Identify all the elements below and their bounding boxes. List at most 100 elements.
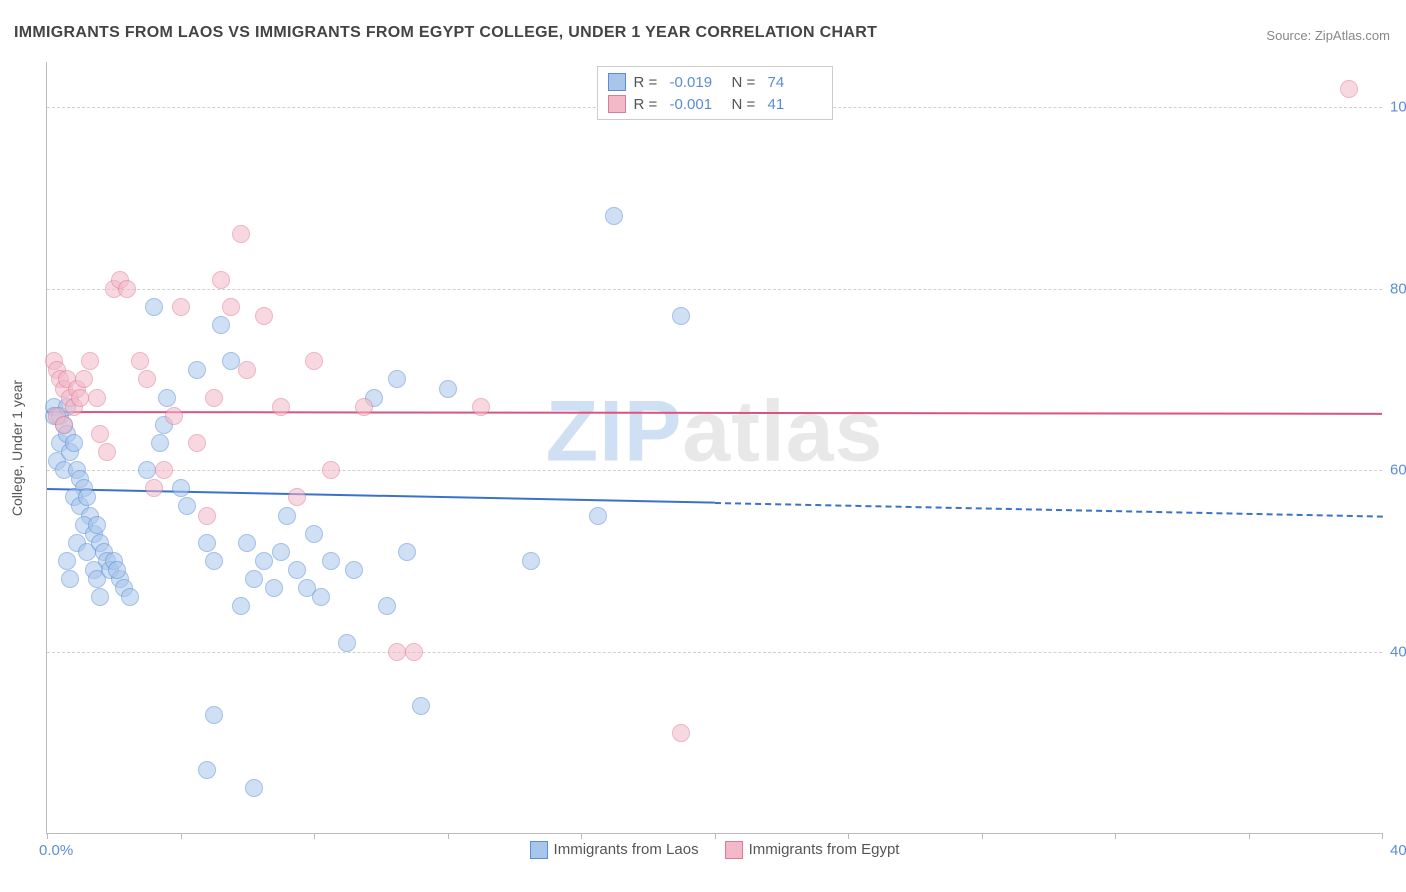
- data-point-laos: [145, 298, 163, 316]
- n-label: N =: [732, 96, 760, 113]
- data-point-laos: [589, 507, 607, 525]
- swatch-laos-icon: [530, 841, 548, 859]
- data-point-egypt: [238, 361, 256, 379]
- data-point-egypt: [272, 398, 290, 416]
- data-point-laos: [121, 588, 139, 606]
- r-label: R =: [634, 96, 662, 113]
- x-tick: [1249, 833, 1250, 839]
- data-point-laos: [312, 588, 330, 606]
- correlation-legend: R = -0.019 N = 74 R = -0.001 N = 41: [597, 66, 833, 120]
- data-point-laos: [288, 561, 306, 579]
- x-tick: [448, 833, 449, 839]
- data-point-egypt: [75, 370, 93, 388]
- data-point-laos: [198, 534, 216, 552]
- watermark-atlas: atlas: [682, 384, 883, 480]
- data-point-egypt: [232, 225, 250, 243]
- data-point-egypt: [98, 443, 116, 461]
- data-point-egypt: [118, 280, 136, 298]
- n-label: N =: [732, 74, 760, 91]
- source-link[interactable]: ZipAtlas.com: [1315, 28, 1390, 43]
- data-point-egypt: [172, 298, 190, 316]
- legend-item-laos: Immigrants from Laos: [530, 841, 699, 859]
- data-point-laos: [61, 570, 79, 588]
- data-point-egypt: [145, 479, 163, 497]
- n-value-laos: 74: [768, 74, 822, 91]
- data-point-laos: [305, 525, 323, 543]
- x-axis-max-label: 40.0%: [1390, 842, 1406, 859]
- data-point-egypt: [205, 389, 223, 407]
- data-point-egypt: [388, 643, 406, 661]
- data-point-laos: [605, 207, 623, 225]
- data-point-laos: [138, 461, 156, 479]
- legend-label-egypt: Immigrants from Egypt: [749, 841, 900, 858]
- swatch-egypt: [608, 95, 626, 113]
- data-point-egypt: [81, 352, 99, 370]
- x-tick: [581, 833, 582, 839]
- source-attribution: Source: ZipAtlas.com: [1266, 28, 1390, 43]
- data-point-laos: [212, 316, 230, 334]
- data-point-laos: [245, 779, 263, 797]
- y-tick-label: 40.0%: [1390, 643, 1406, 660]
- data-point-laos: [238, 534, 256, 552]
- data-point-egypt: [138, 370, 156, 388]
- data-point-laos: [65, 434, 83, 452]
- gridline: [47, 652, 1382, 653]
- data-point-laos: [522, 552, 540, 570]
- data-point-laos: [108, 561, 126, 579]
- data-point-laos: [88, 516, 106, 534]
- data-point-laos: [412, 697, 430, 715]
- data-point-laos: [232, 597, 250, 615]
- data-point-egypt: [305, 352, 323, 370]
- y-tick-label: 100.0%: [1390, 99, 1406, 116]
- data-point-laos: [272, 543, 290, 561]
- x-tick: [47, 833, 48, 839]
- gridline: [47, 289, 1382, 290]
- r-value-egypt: -0.001: [670, 96, 724, 113]
- swatch-egypt-icon: [725, 841, 743, 859]
- data-point-laos: [198, 761, 216, 779]
- data-point-egypt: [71, 389, 89, 407]
- data-point-laos: [278, 507, 296, 525]
- y-axis-title: College, Under 1 year: [9, 379, 25, 515]
- data-point-laos: [158, 389, 176, 407]
- data-point-laos: [388, 370, 406, 388]
- data-point-laos: [58, 552, 76, 570]
- data-point-laos: [672, 307, 690, 325]
- data-point-laos: [245, 570, 263, 588]
- correlation-chart: IMMIGRANTS FROM LAOS VS IMMIGRANTS FROM …: [0, 0, 1406, 892]
- data-point-laos: [222, 352, 240, 370]
- x-tick: [982, 833, 983, 839]
- x-tick: [715, 833, 716, 839]
- data-point-egypt: [131, 352, 149, 370]
- data-point-egypt: [165, 407, 183, 425]
- x-tick: [314, 833, 315, 839]
- data-point-egypt: [198, 507, 216, 525]
- data-point-egypt: [55, 416, 73, 434]
- data-point-egypt: [188, 434, 206, 452]
- x-tick: [1382, 833, 1383, 839]
- trendline-laos-extrapolated: [714, 502, 1382, 518]
- data-point-laos: [398, 543, 416, 561]
- data-point-laos: [378, 597, 396, 615]
- source-label: Source:: [1266, 28, 1311, 43]
- series-legend: Immigrants from Laos Immigrants from Egy…: [530, 841, 900, 859]
- data-point-egypt: [91, 425, 109, 443]
- data-point-laos: [205, 706, 223, 724]
- n-value-egypt: 41: [768, 96, 822, 113]
- data-point-egypt: [212, 271, 230, 289]
- r-label: R =: [634, 74, 662, 91]
- legend-item-egypt: Immigrants from Egypt: [725, 841, 900, 859]
- r-value-laos: -0.019: [670, 74, 724, 91]
- plot-area: College, Under 1 year ZIPatlas R = -0.01…: [46, 62, 1382, 834]
- data-point-egypt: [322, 461, 340, 479]
- chart-title: IMMIGRANTS FROM LAOS VS IMMIGRANTS FROM …: [14, 24, 877, 42]
- watermark: ZIPatlas: [546, 383, 884, 482]
- data-point-laos: [322, 552, 340, 570]
- data-point-egypt: [355, 398, 373, 416]
- x-tick: [1115, 833, 1116, 839]
- legend-row-egypt: R = -0.001 N = 41: [608, 93, 822, 115]
- data-point-laos: [172, 479, 190, 497]
- data-point-laos: [345, 561, 363, 579]
- data-point-laos: [178, 497, 196, 515]
- swatch-laos: [608, 73, 626, 91]
